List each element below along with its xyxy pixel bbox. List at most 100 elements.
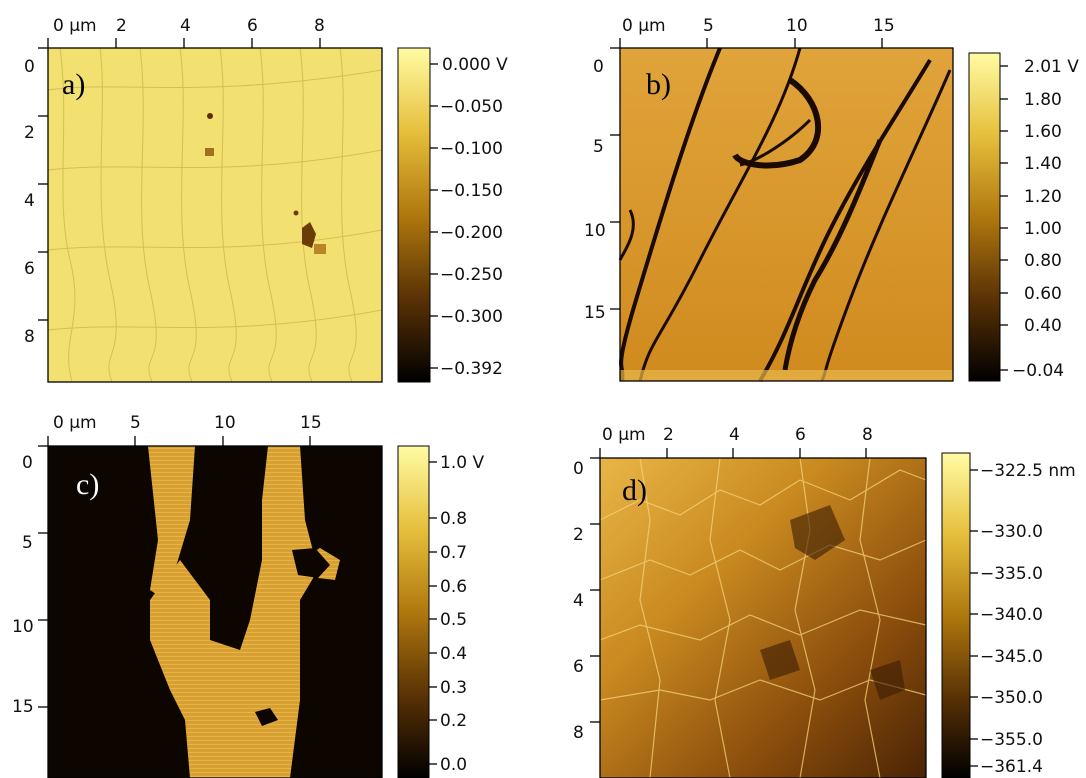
panel-d-xtick: 0 µm (602, 425, 646, 445)
panel-d-ytick: 8 (573, 723, 584, 743)
panel-b-ytick: 10 (584, 221, 606, 241)
panel-d-ytick: 6 (573, 657, 584, 677)
panel-a-colorbar: 0.000 V −0.050 −0.100 −0.150 −0.200 −0.2… (397, 47, 508, 383)
panel-b-cbar-tick: 1.60 (1024, 122, 1062, 142)
panel-a-x-axis: 0 µm 2 4 6 8 (47, 16, 325, 48)
panel-b: b) 0 µm 5 10 15 0 5 10 15 (584, 16, 1079, 383)
panel-c-cbar-tick: 0.0 (440, 755, 467, 775)
panel-d-ytick: 4 (573, 591, 584, 611)
panel-b-cbar-tick: 1.40 (1024, 154, 1062, 174)
panel-c-cbar-tick: 1.0 V (440, 453, 484, 473)
panel-d-cbar-tick: −350.0 (980, 688, 1043, 708)
panel-a-ytick: 6 (24, 259, 35, 279)
panel-a-cbar-tick: −0.100 (440, 139, 503, 159)
panel-b-x-axis: 0 µm 5 10 15 (619, 16, 895, 48)
panel-b-ytick: 0 (593, 57, 604, 77)
panel-b-xtick: 0 µm (622, 16, 666, 36)
panel-c-xtick: 15 (300, 413, 322, 433)
panel-b-cbar-tick: 0.60 (1024, 284, 1062, 304)
panel-b-cbar-tick: 0.80 (1024, 251, 1062, 271)
panel-b-ytick: 5 (593, 137, 604, 157)
panel-a-cbar-tick: 0.000 V (442, 55, 508, 75)
panel-d-xtick: 2 (663, 425, 674, 445)
panel-a-xtick: 0 µm (53, 16, 97, 36)
panel-c-xtick: 5 (130, 413, 141, 433)
panel-d-cbar-tick: −361.4 (980, 757, 1043, 777)
panel-b-cbar-tick: −0.04 (1012, 361, 1064, 381)
panel-b-y-axis: 0 5 10 15 (584, 47, 620, 323)
panel-c: c) 0 µm 5 10 15 0 5 10 15 (12, 413, 484, 778)
panel-c-xtick: 0 µm (53, 413, 97, 433)
panel-b-frame (619, 47, 954, 382)
panel-d-frame (599, 457, 927, 778)
panel-d-grain-boundaries (599, 457, 927, 778)
panel-a-cbar-tick: −0.150 (440, 181, 503, 201)
panel-c-cbar-tick: 0.6 (440, 577, 467, 597)
panel-d-cbar-tick: −340.0 (980, 605, 1043, 625)
panel-a-label: a) (62, 68, 85, 101)
panel-c-ytick: 10 (12, 617, 34, 637)
panel-c-cbar-tick: 0.4 (440, 644, 467, 664)
panel-d-colorbar: −322.5 nm −330.0 −335.0 −340.0 −345.0 −3… (941, 452, 1076, 778)
panel-a-cbar-tick: −0.392 (440, 359, 503, 379)
panel-d-cbar-tick: −355.0 (980, 730, 1043, 750)
panel-a-xtick: 6 (247, 16, 258, 36)
panel-b-cbar-tick: 1.00 (1024, 219, 1062, 239)
panel-a-xtick: 4 (180, 16, 191, 36)
panel-a-defects (205, 113, 326, 254)
panel-d-cbar-tick: −322.5 nm (980, 461, 1076, 481)
panel-d-image (600, 458, 926, 778)
panel-c-dark-inclusions (255, 548, 330, 726)
panel-a-ytick: 8 (24, 327, 35, 347)
panel-a-xtick: 8 (314, 16, 325, 36)
panel-d-label: d) (622, 474, 647, 507)
panel-a-ytick: 2 (24, 123, 35, 143)
panel-d-xtick: 4 (729, 425, 740, 445)
panel-c-ytick: 0 (22, 453, 33, 473)
panel-c-x-axis: 0 µm 5 10 15 (47, 413, 322, 446)
panel-a-cbar-tick: −0.300 (440, 307, 503, 327)
panel-d-xtick: 6 (795, 425, 806, 445)
panel-b-fissures (618, 47, 952, 383)
panel-c-ytick: 15 (12, 697, 34, 717)
panel-d-cbar-tick: −335.0 (980, 564, 1043, 584)
panel-c-xtick: 10 (214, 413, 236, 433)
panel-b-cbar-tick: 1.80 (1024, 90, 1062, 110)
panel-b-xtick: 10 (786, 16, 808, 36)
panel-a-cbar-tick: −0.250 (440, 265, 503, 285)
panel-a-cbar-tick: −0.200 (440, 223, 503, 243)
panel-a: a) 0 µm 2 4 6 8 0 2 4 6 8 (24, 16, 508, 383)
panel-a-y-axis: 0 2 4 6 8 (24, 47, 48, 347)
panel-a-cbar-tick: −0.050 (440, 97, 503, 117)
panel-c-label: c) (76, 468, 99, 501)
panel-d-x-axis: 0 µm 2 4 6 8 (599, 425, 873, 458)
panel-d-cbar-tick: −330.0 (980, 522, 1043, 542)
panel-c-cbar-tick: 0.3 (440, 678, 467, 698)
panel-c-cbar-tick: 0.2 (440, 711, 467, 731)
panel-a-step-lines (47, 47, 383, 383)
panel-b-ytick: 15 (584, 303, 606, 323)
panel-c-ytick: 5 (22, 533, 33, 553)
panel-d-xtick: 8 (862, 425, 873, 445)
panel-d-y-axis: 0 2 4 6 8 (573, 457, 600, 743)
panel-d-ytick: 0 (573, 459, 584, 479)
panel-d-dark-grains (760, 505, 905, 700)
panel-b-xtick: 15 (873, 16, 895, 36)
panel-d: d) 0 µm 2 4 6 8 0 2 4 6 8 (573, 425, 1076, 778)
panel-d-ytick: 2 (573, 525, 584, 545)
panel-b-xtick: 5 (703, 16, 714, 36)
panel-a-frame (47, 47, 383, 383)
panel-c-cbar-tick: 0.7 (440, 543, 467, 563)
panel-b-cbar-tick: 2.01 V (1024, 57, 1079, 77)
panel-b-colorbar: 2.01 V 1.80 1.60 1.40 1.20 1.00 0.80 0.6… (968, 52, 1079, 382)
panel-a-xtick: 2 (116, 16, 127, 36)
panel-a-ytick: 0 (24, 57, 35, 77)
panel-b-label: b) (646, 68, 671, 101)
panel-a-ytick: 4 (24, 191, 35, 211)
panel-c-cbar-tick: 0.8 (440, 509, 467, 529)
panel-d-cbar-tick: −345.0 (980, 647, 1043, 667)
panel-a-image (48, 48, 382, 382)
panel-b-cbar-tick: 0.40 (1024, 316, 1062, 336)
panel-c-colorbar: 1.0 V 0.8 0.7 0.6 0.5 0.4 0.3 0.2 0.0 (397, 445, 484, 778)
